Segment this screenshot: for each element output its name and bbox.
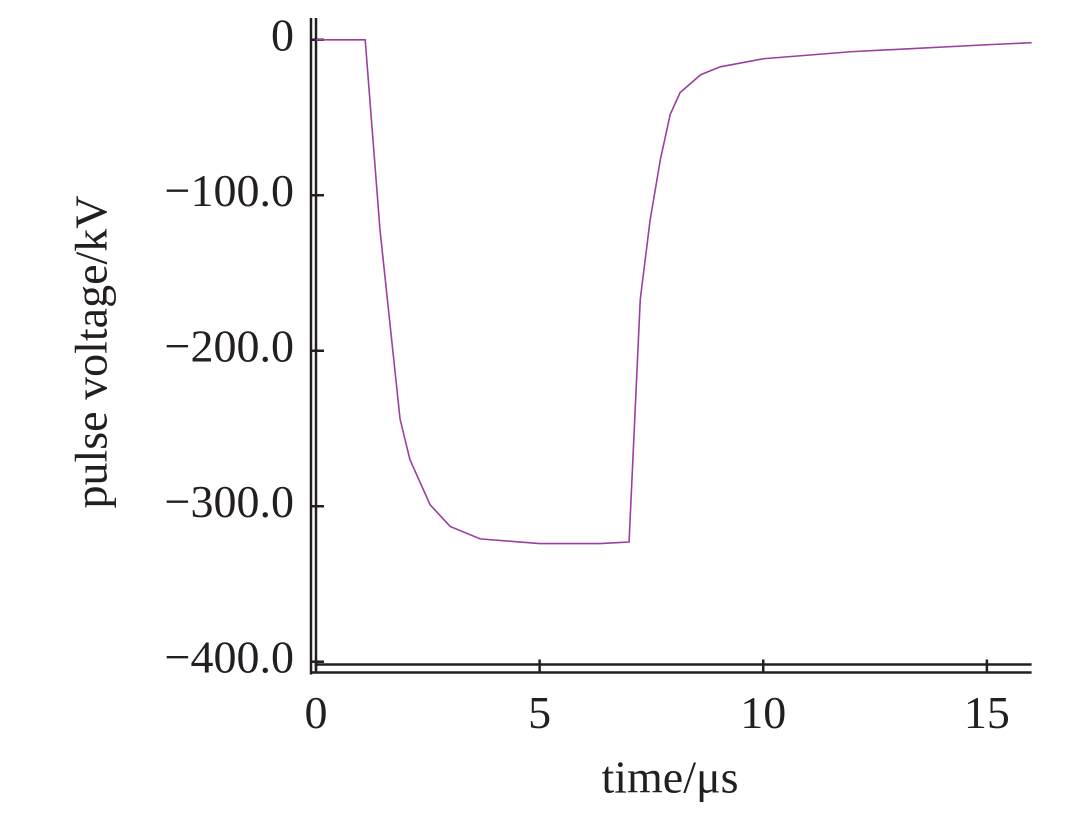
- y-axis-label: pulse voltage/kV: [66, 196, 117, 509]
- y-tick-label: −400.0: [165, 631, 294, 682]
- y-tick-label: −200.0: [165, 320, 294, 371]
- y-tick-label: 0: [271, 9, 294, 60]
- x-tick-label: 0: [305, 687, 328, 738]
- x-tick-label: 5: [528, 687, 551, 738]
- x-tick-label: 10: [740, 687, 786, 738]
- data-line: [316, 38, 1032, 545]
- y-tick-label: −300.0: [165, 476, 294, 527]
- x-axis-label: time/μs: [601, 752, 738, 803]
- x-tick-label: 15: [964, 687, 1010, 738]
- y-tick-label: −100.0: [165, 165, 294, 216]
